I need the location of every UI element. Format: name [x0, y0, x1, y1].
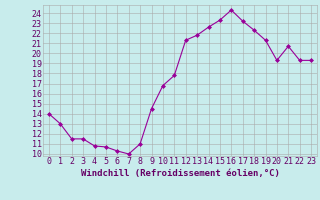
X-axis label: Windchill (Refroidissement éolien,°C): Windchill (Refroidissement éolien,°C) [81, 169, 279, 178]
